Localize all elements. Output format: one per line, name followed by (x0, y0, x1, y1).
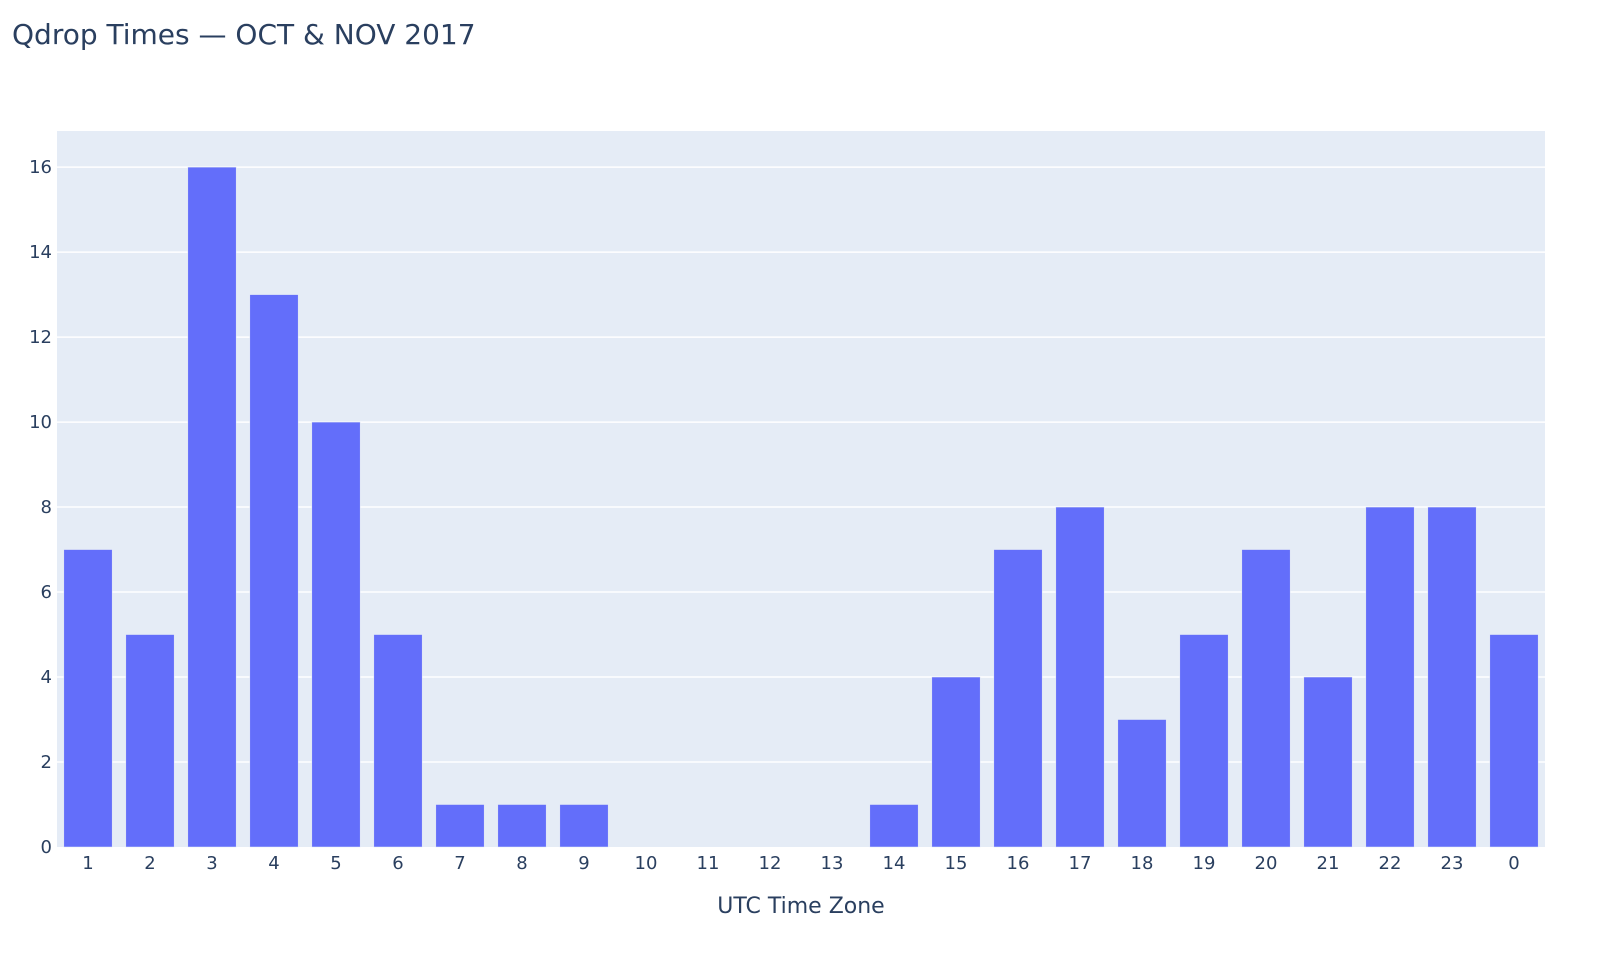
x-tick-label: 6 (392, 853, 403, 874)
x-tick-label: 1 (82, 853, 93, 874)
bar-1 (63, 549, 113, 848)
y-tick-label: 16 (29, 157, 52, 178)
y-tick-label: 10 (29, 412, 52, 433)
y-tick-label: 12 (29, 327, 52, 348)
x-tick-label: 12 (759, 853, 782, 874)
y-tick-label: 4 (41, 667, 52, 688)
bar-18 (1117, 719, 1167, 848)
bar-19 (1179, 634, 1229, 848)
x-tick-label: 9 (578, 853, 589, 874)
x-tick-label: 5 (330, 853, 341, 874)
x-tick-label: 7 (454, 853, 465, 874)
bar-7 (435, 804, 485, 848)
x-tick-label: 3 (206, 853, 217, 874)
plot-background (57, 131, 1545, 847)
x-tick-label: 13 (821, 853, 844, 874)
x-tick-label: 14 (883, 853, 906, 874)
bar-2 (125, 634, 175, 848)
x-tick-label: 21 (1317, 853, 1340, 874)
x-tick-label: 4 (268, 853, 279, 874)
x-tick-label: 20 (1255, 853, 1278, 874)
bar-16 (993, 549, 1043, 848)
bar-9 (559, 804, 609, 848)
x-tick-label: 23 (1441, 853, 1464, 874)
x-tick-label: 0 (1508, 853, 1519, 874)
bar-22 (1365, 506, 1415, 848)
x-tick-label: 11 (697, 853, 720, 874)
x-tick-label: 2 (144, 853, 155, 874)
gridlines (57, 166, 1545, 763)
bar-15 (931, 676, 981, 848)
x-tick-label: 18 (1131, 853, 1154, 874)
chart-title: Qdrop Times — OCT & NOV 2017 (12, 18, 476, 51)
y-axis-ticks: 0 2 4 6 8 10 12 14 16 (29, 157, 52, 858)
x-tick-label: 17 (1069, 853, 1092, 874)
bar-20 (1241, 549, 1291, 848)
y-tick-label: 2 (41, 752, 52, 773)
y-tick-label: 8 (41, 497, 52, 518)
y-tick-label: 6 (41, 582, 52, 603)
bar-14 (869, 804, 919, 848)
bar-5 (311, 421, 361, 848)
bar-0 (1489, 634, 1539, 848)
x-tick-label: 8 (516, 853, 527, 874)
bar-4 (249, 294, 299, 848)
x-tick-label: 22 (1379, 853, 1402, 874)
x-axis-ticks: 1 2 3 4 5 6 7 8 9 10 11 12 13 14 15 16 17 18 19 20 21 22 23 0 (82, 853, 1519, 874)
bar-3 (187, 166, 237, 848)
x-tick-label: 10 (635, 853, 658, 874)
bar-8 (497, 804, 547, 848)
bar-21 (1303, 676, 1353, 848)
y-tick-label: 14 (29, 242, 52, 263)
bar-17 (1055, 506, 1105, 848)
x-tick-label: 15 (945, 853, 968, 874)
x-tick-label: 16 (1007, 853, 1030, 874)
bars (63, 166, 1539, 848)
x-axis-title: UTC Time Zone (717, 894, 884, 919)
x-tick-label: 19 (1193, 853, 1216, 874)
bar-23 (1427, 506, 1477, 848)
y-tick-label: 0 (41, 837, 52, 858)
bar-6 (373, 634, 423, 848)
